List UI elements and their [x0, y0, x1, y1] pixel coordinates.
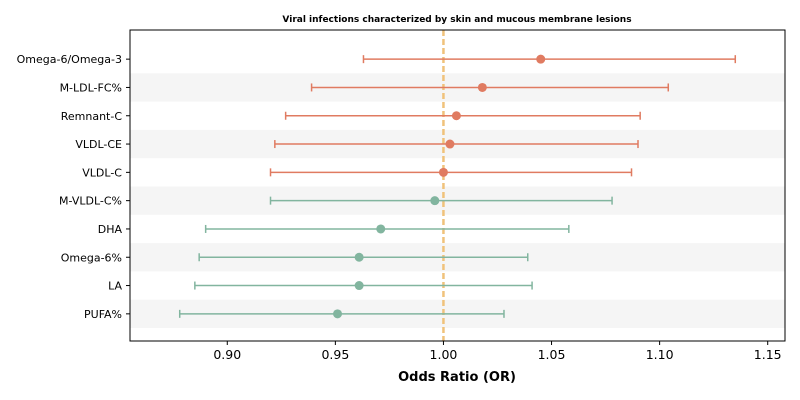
axes: 0.90 0.95 1.00 1.05 1.10 1.15: [126, 29, 786, 362]
point-estimate: [376, 224, 386, 234]
point-estimate: [438, 167, 448, 177]
x-tick-label: 0.90: [213, 347, 241, 362]
point-estimate: [430, 196, 440, 206]
row-m-vldl-c-: M-VLDL-C%: [59, 195, 613, 208]
category-label: Omega-6%: [61, 251, 122, 264]
category-label: VLDL-CE: [75, 138, 122, 151]
x-tick-label: 1.05: [538, 347, 566, 362]
x-axis-label: Odds Ratio (OR): [398, 370, 516, 385]
x-tick-label: 1.10: [646, 347, 674, 362]
x-tick-label: 1.00: [430, 347, 458, 362]
plot-frame: [129, 29, 786, 342]
category-label: PUFA%: [84, 308, 122, 321]
category-label: Remnant-C: [61, 110, 123, 123]
chart-title: Viral infections characterized by skin a…: [282, 15, 631, 25]
x-tick-label: 1.15: [754, 347, 782, 362]
point-estimate: [354, 252, 364, 262]
point-estimate: [354, 281, 364, 291]
row-remnant-c: Remnant-C: [61, 110, 641, 123]
category-label: LA: [108, 280, 122, 293]
row-la: LA: [108, 280, 533, 293]
data-rows: Omega-6/Omega-3 M-LDL-FC% Remnant-C VLDL-CE…: [17, 53, 737, 321]
row-m-ldl-fc-: M-LDL-FC%: [60, 81, 670, 94]
point-estimate: [536, 54, 546, 64]
row-pufa-: PUFA%: [84, 308, 505, 321]
category-label: DHA: [98, 223, 123, 236]
row-dha: DHA: [98, 223, 570, 236]
point-estimate: [445, 139, 455, 149]
point-estimate: [477, 82, 487, 92]
point-estimate: [451, 111, 461, 121]
point-estimate: [333, 309, 343, 319]
category-label: VLDL-C: [82, 166, 122, 179]
row-vldl-ce: VLDL-CE: [75, 138, 639, 151]
category-label: Omega-6/Omega-3: [17, 53, 122, 66]
row-omega-6-omega-3: Omega-6/Omega-3: [17, 53, 737, 66]
row-omega-6-: Omega-6%: [61, 251, 529, 264]
x-tick-label: 0.95: [321, 347, 349, 362]
category-label: M-VLDL-C%: [59, 195, 122, 208]
category-label: M-LDL-FC%: [60, 81, 122, 94]
row-vldl-c: VLDL-C: [82, 166, 633, 179]
